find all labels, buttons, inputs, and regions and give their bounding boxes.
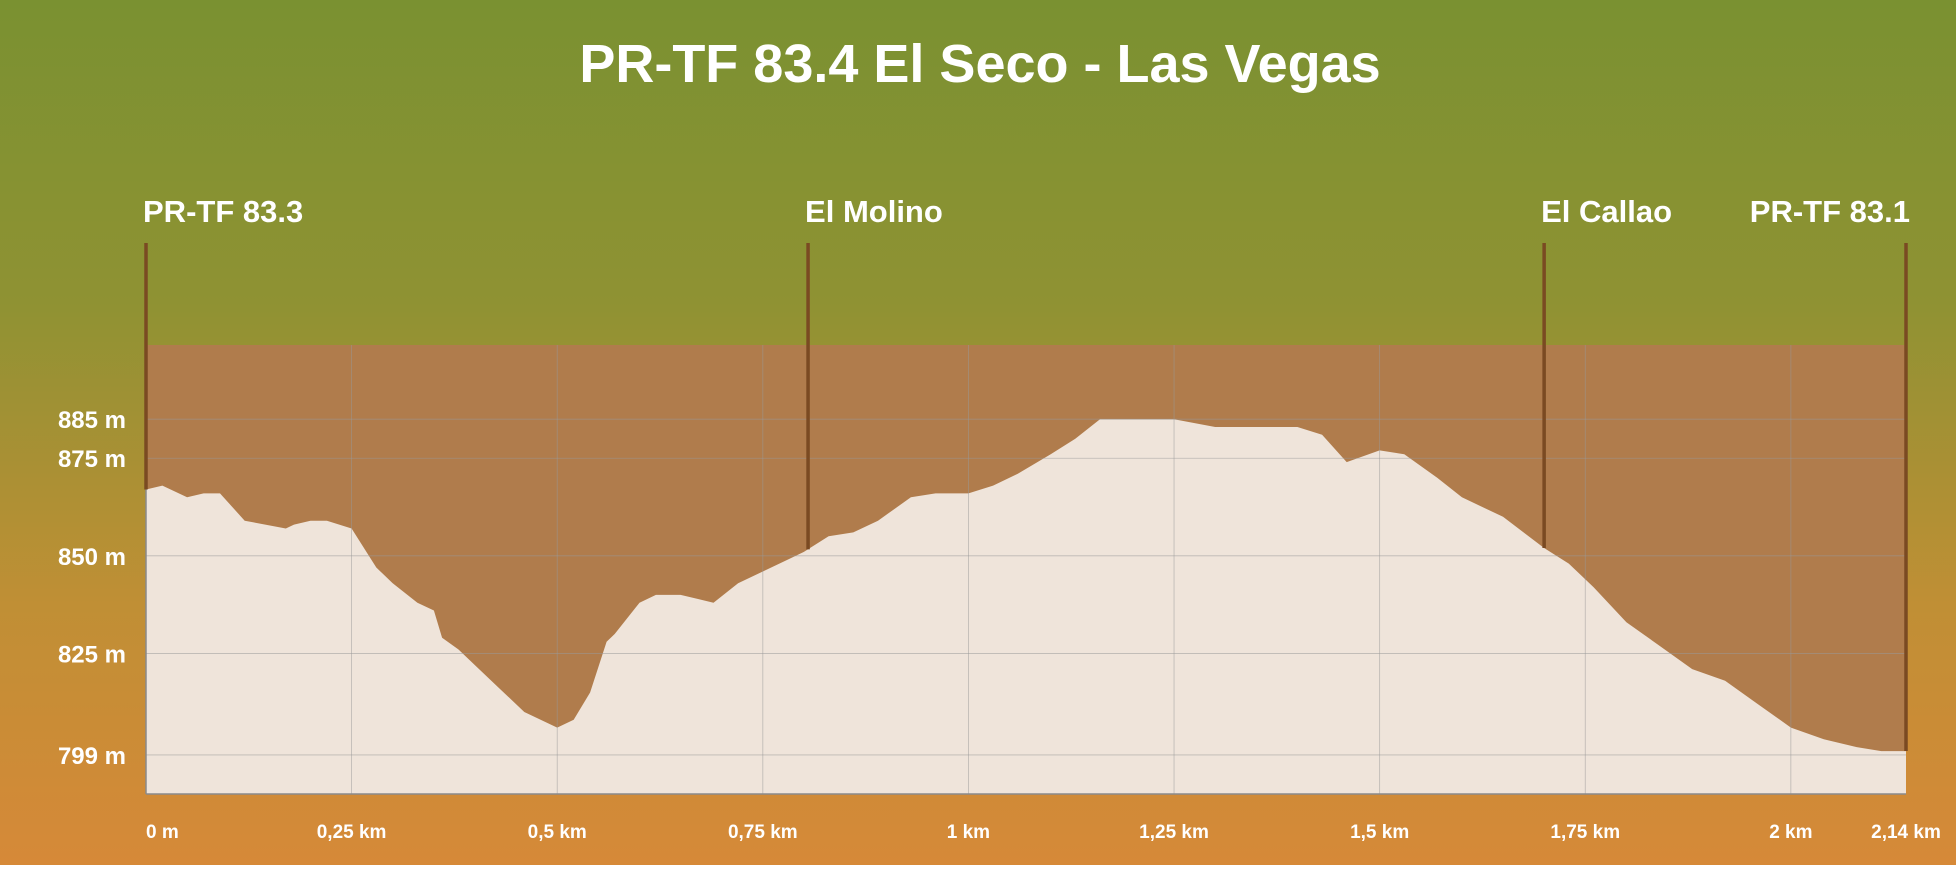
x-tick-label: 1,5 km	[1350, 822, 1409, 843]
y-tick-label: 825 m	[58, 641, 126, 668]
y-tick-label: 885 m	[58, 407, 126, 434]
x-tick-label: 1 km	[947, 822, 990, 843]
elevation-area	[146, 419, 1906, 794]
y-tick-label: 799 m	[58, 743, 126, 770]
y-tick-label: 850 m	[58, 544, 126, 571]
waypoint-markers: PR-TF 83.3 El Molino El Callao PR-TF 83.1	[143, 194, 1910, 752]
waypoint-label: PR-TF 83.1	[1750, 194, 1910, 229]
x-tick-label: 0,25 km	[317, 822, 387, 843]
axis-labels: 0 m 0,25 km 0,5 km 0,75 km 1 km 1,25 km 1,5 km…	[58, 407, 1941, 843]
x-tick-label: 0,5 km	[528, 822, 587, 843]
x-tick-label: 1,75 km	[1550, 822, 1620, 843]
grid-lines	[145, 345, 1906, 795]
chart-title: PR-TF 83.4 El Seco - Las Vegas	[579, 34, 1380, 94]
x-tick-label: 1,25 km	[1139, 822, 1209, 843]
waypoint-label: PR-TF 83.3	[143, 194, 303, 229]
y-tick-label: 875 m	[58, 446, 126, 473]
waypoint-label: El Molino	[805, 194, 943, 229]
x-tick-label: 2 km	[1769, 822, 1812, 843]
waypoint-label: El Callao	[1541, 194, 1672, 229]
x-tick-label: 2,14 km	[1871, 822, 1941, 843]
x-tick-label: 0,75 km	[728, 822, 798, 843]
x-tick-label: 0 m	[146, 822, 179, 843]
